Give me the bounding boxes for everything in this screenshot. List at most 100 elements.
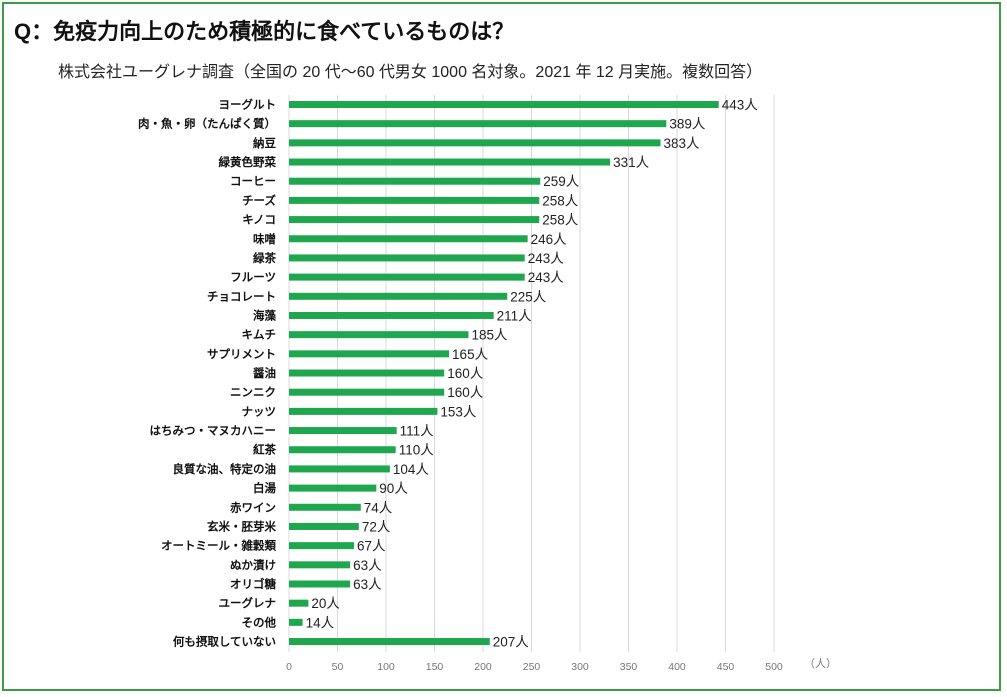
- bar: [289, 177, 541, 185]
- bar: [289, 196, 540, 204]
- value-label: 211人: [497, 308, 533, 323]
- x-tick-label: 0: [286, 661, 292, 673]
- category-label: ニンニク: [230, 385, 276, 399]
- value-label: 246人: [531, 232, 568, 247]
- x-tick-label: 400: [668, 661, 686, 673]
- category-label: ナッツ: [242, 404, 277, 418]
- bar: [289, 139, 661, 147]
- x-tick-label: 450: [717, 661, 735, 673]
- category-label: 紅茶: [253, 443, 276, 457]
- x-tick-label: 200: [474, 661, 492, 673]
- value-label: 90人: [379, 481, 408, 496]
- bar: [289, 350, 450, 358]
- bar: [289, 638, 490, 646]
- category-label: キノコ: [242, 213, 276, 227]
- value-label: 443人: [722, 98, 759, 113]
- value-label: 111人: [400, 424, 435, 439]
- category-label: 海藻: [253, 308, 276, 322]
- category-label: コーヒー: [230, 174, 276, 188]
- category-label: ヨーグルト: [219, 98, 277, 112]
- bar: [289, 465, 390, 473]
- bar: [289, 254, 525, 262]
- value-label: 72人: [362, 519, 391, 534]
- category-label: キムチ: [242, 328, 277, 342]
- bar: [289, 446, 396, 454]
- value-label: 243人: [528, 270, 565, 285]
- x-tick-label: 250: [523, 661, 541, 673]
- chart-subtitle: 株式会社ユーグレナ調査（全国の 20 代〜60 代男女 1000 名対象。202…: [58, 64, 763, 81]
- value-label: 383人: [664, 136, 701, 151]
- bars: [289, 101, 719, 646]
- bar: [289, 522, 359, 530]
- x-tick-label: 100: [377, 661, 395, 673]
- category-label: オートミール・雑穀類: [161, 539, 276, 553]
- value-label: 243人: [528, 251, 565, 266]
- category-label: 肉・魚・卵（たんぱく質）: [138, 117, 276, 131]
- x-tick-label: 350: [620, 661, 638, 673]
- value-label: 153人: [440, 404, 477, 419]
- category-label: 良質な油、特定の油: [173, 462, 277, 476]
- category-label: サプリメント: [207, 347, 276, 361]
- bar: [289, 158, 611, 166]
- x-tick-label: 300: [571, 661, 589, 673]
- bar: [289, 580, 351, 588]
- bar: [289, 235, 528, 243]
- value-label: 160人: [447, 366, 484, 381]
- bar: [289, 503, 361, 511]
- category-label: フルーツ: [230, 270, 276, 284]
- bar: [289, 427, 397, 435]
- value-label: 389人: [669, 117, 706, 132]
- value-label: 63人: [353, 577, 382, 592]
- bar: [289, 311, 494, 319]
- category-label: 醤油: [253, 366, 276, 380]
- category-label: その他: [242, 615, 277, 629]
- value-label: 160人: [447, 385, 484, 400]
- bar: [289, 484, 377, 492]
- category-label: 味噌: [253, 232, 276, 246]
- value-label: 331人: [613, 155, 650, 170]
- value-label: 14人: [306, 615, 335, 630]
- value-label: 259人: [543, 174, 580, 189]
- value-label: 207人: [493, 635, 530, 650]
- category-label: 何も摂取していない: [173, 635, 276, 649]
- chart-title: Q：免疫力向上のため積極的に食べているものは？: [14, 19, 515, 44]
- bar: [289, 388, 445, 396]
- value-label: 104人: [393, 462, 430, 477]
- category-label: チーズ: [242, 193, 276, 207]
- value-label: 67人: [357, 539, 386, 554]
- category-label: 緑黄色野菜: [219, 155, 277, 169]
- bar: [289, 369, 445, 377]
- category-label: オリゴ糖: [230, 577, 276, 591]
- value-label: 74人: [364, 500, 393, 515]
- category-label: 赤ワイン: [230, 500, 276, 514]
- category-label: ぬか漬け: [230, 558, 276, 572]
- value-label: 20人: [311, 596, 340, 611]
- x-tick-label: 150: [426, 661, 444, 673]
- value-label: 63人: [353, 558, 382, 573]
- category-label: 玄米・胚芽米: [207, 519, 276, 533]
- bar: [289, 273, 525, 281]
- value-label: 110人: [399, 443, 435, 458]
- value-label: 258人: [542, 213, 579, 228]
- bar: [289, 331, 469, 339]
- bar: [289, 216, 540, 224]
- category-label: チョコレート: [207, 289, 276, 303]
- x-unit-label: （人）: [804, 657, 837, 670]
- category-label: 納豆: [253, 136, 276, 150]
- value-label: 258人: [542, 193, 579, 208]
- value-label: 225人: [510, 289, 547, 304]
- x-tick-label: 50: [332, 661, 344, 673]
- bar: [289, 101, 719, 108]
- value-label: 165人: [452, 347, 489, 362]
- grid-lines: [288, 95, 775, 652]
- bar: [289, 618, 303, 626]
- bar: [289, 407, 438, 415]
- value-label: 185人: [471, 328, 508, 343]
- bar: [289, 599, 309, 607]
- category-label: 緑茶: [253, 251, 276, 265]
- category-label: はちみつ・マヌカハニー: [150, 424, 277, 438]
- bar: [289, 292, 508, 300]
